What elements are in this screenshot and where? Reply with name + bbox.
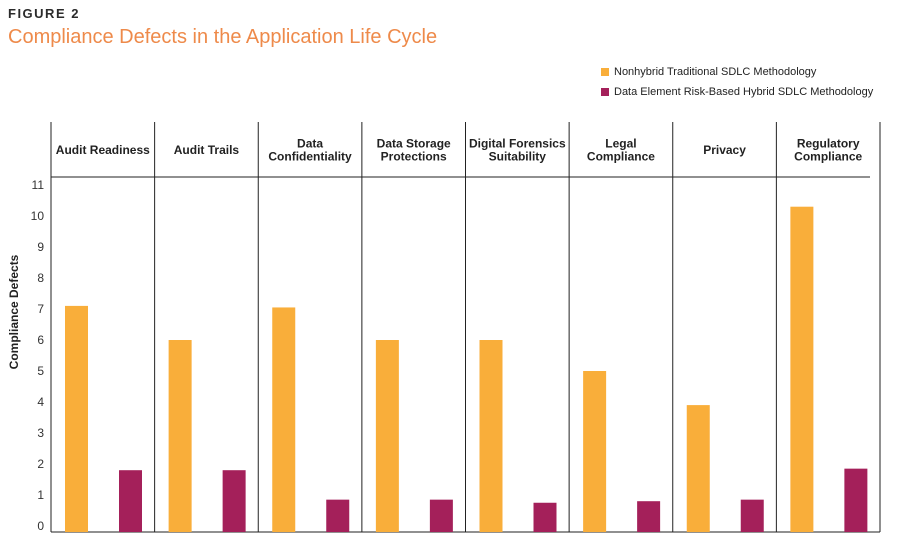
figure-label: FIGURE 2	[8, 6, 80, 21]
bar-nonhybrid	[65, 305, 88, 532]
legend: Nonhybrid Traditional SDLC Methodology D…	[601, 62, 873, 102]
y-axis-label: Compliance Defects	[7, 254, 21, 369]
y-tick-label: 4	[37, 395, 44, 409]
chart-title: Compliance Defects in the Application Li…	[8, 26, 438, 48]
bar-hybrid	[326, 499, 350, 532]
y-tick-label: 3	[37, 426, 44, 440]
bar-hybrid	[222, 470, 246, 532]
legend-swatch-series-2	[601, 88, 609, 96]
category-label: Data	[297, 137, 323, 151]
y-tick-label: 2	[37, 457, 44, 471]
category-label: Confidentiality	[268, 150, 352, 164]
legend-item-series-1: Nonhybrid Traditional SDLC Methodology	[601, 62, 873, 82]
y-tick-label: 7	[37, 302, 44, 316]
y-tick-label: 11	[32, 178, 45, 192]
bar-hybrid	[740, 499, 764, 532]
bar-hybrid	[119, 470, 142, 532]
y-tick-label: 6	[37, 333, 44, 347]
category-label: Compliance	[587, 150, 655, 164]
y-tick-label: 0	[37, 519, 44, 533]
bar-nonhybrid	[168, 340, 192, 532]
category-label: Legal	[605, 137, 636, 151]
legend-item-series-2: Data Element Risk-Based Hybrid SDLC Meth…	[601, 82, 873, 102]
bar-hybrid	[429, 499, 453, 532]
category-label: Digital Forensics	[469, 137, 566, 151]
category-label: Protections	[381, 150, 447, 164]
category-label: Regulatory	[797, 137, 860, 151]
category-label: Compliance	[794, 150, 862, 164]
y-tick-label: 5	[37, 364, 44, 378]
y-tick-label: 8	[37, 271, 44, 285]
bar-nonhybrid	[479, 340, 503, 532]
category-label: Suitability	[489, 150, 547, 164]
legend-label-series-1: Nonhybrid Traditional SDLC Methodology	[614, 66, 817, 78]
y-tick-label: 10	[31, 209, 45, 223]
y-tick-label: 9	[37, 240, 44, 254]
bar-nonhybrid	[686, 405, 710, 532]
legend-swatch-series-1	[601, 68, 609, 76]
bar-nonhybrid	[583, 371, 607, 532]
bar-hybrid	[844, 468, 868, 532]
bar-hybrid	[637, 501, 661, 532]
y-tick-label: 1	[37, 488, 44, 502]
category-label: Data Storage	[377, 137, 451, 151]
bar-nonhybrid	[375, 340, 399, 532]
category-label: Audit Trails	[174, 143, 240, 157]
category-label: Privacy	[703, 143, 746, 157]
bar-hybrid	[533, 502, 557, 532]
bar-nonhybrid	[272, 307, 296, 532]
legend-label-series-2: Data Element Risk-Based Hybrid SDLC Meth…	[614, 86, 874, 98]
category-label: Audit Readiness	[56, 143, 150, 157]
bar-nonhybrid	[790, 206, 814, 532]
